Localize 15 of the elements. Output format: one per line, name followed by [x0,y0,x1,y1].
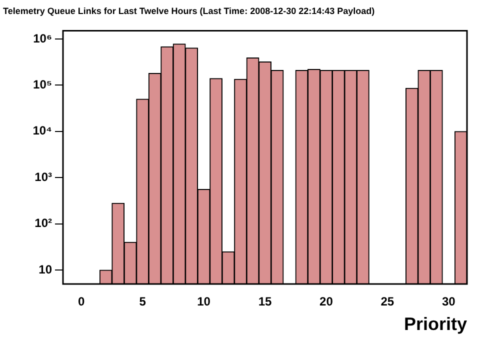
y-tick-label: 10² [34,216,52,230]
x-tick-label: 20 [320,294,334,309]
x-tick-label: 15 [258,294,272,309]
y-tick-label: 10 [38,262,52,276]
x-tick-label: 5 [139,294,146,309]
y-tick-label: 10⁵ [33,77,52,92]
x-tick-label: 25 [380,294,394,309]
x-axis-title: Priority [404,314,467,334]
chart-title: Telemetry Queue Links for Last Twelve Hours (Last Time: 2008-12-30 22:14:43 Payload) [3,6,375,16]
y-tick-label: 10³ [34,170,52,184]
x-tick-label: 30 [442,294,456,309]
y-tick-label: 10⁴ [32,124,52,138]
y-tick-label: 10⁶ [33,31,52,46]
x-tick-label: 0 [78,294,86,309]
x-tick-label: 10 [197,294,211,309]
